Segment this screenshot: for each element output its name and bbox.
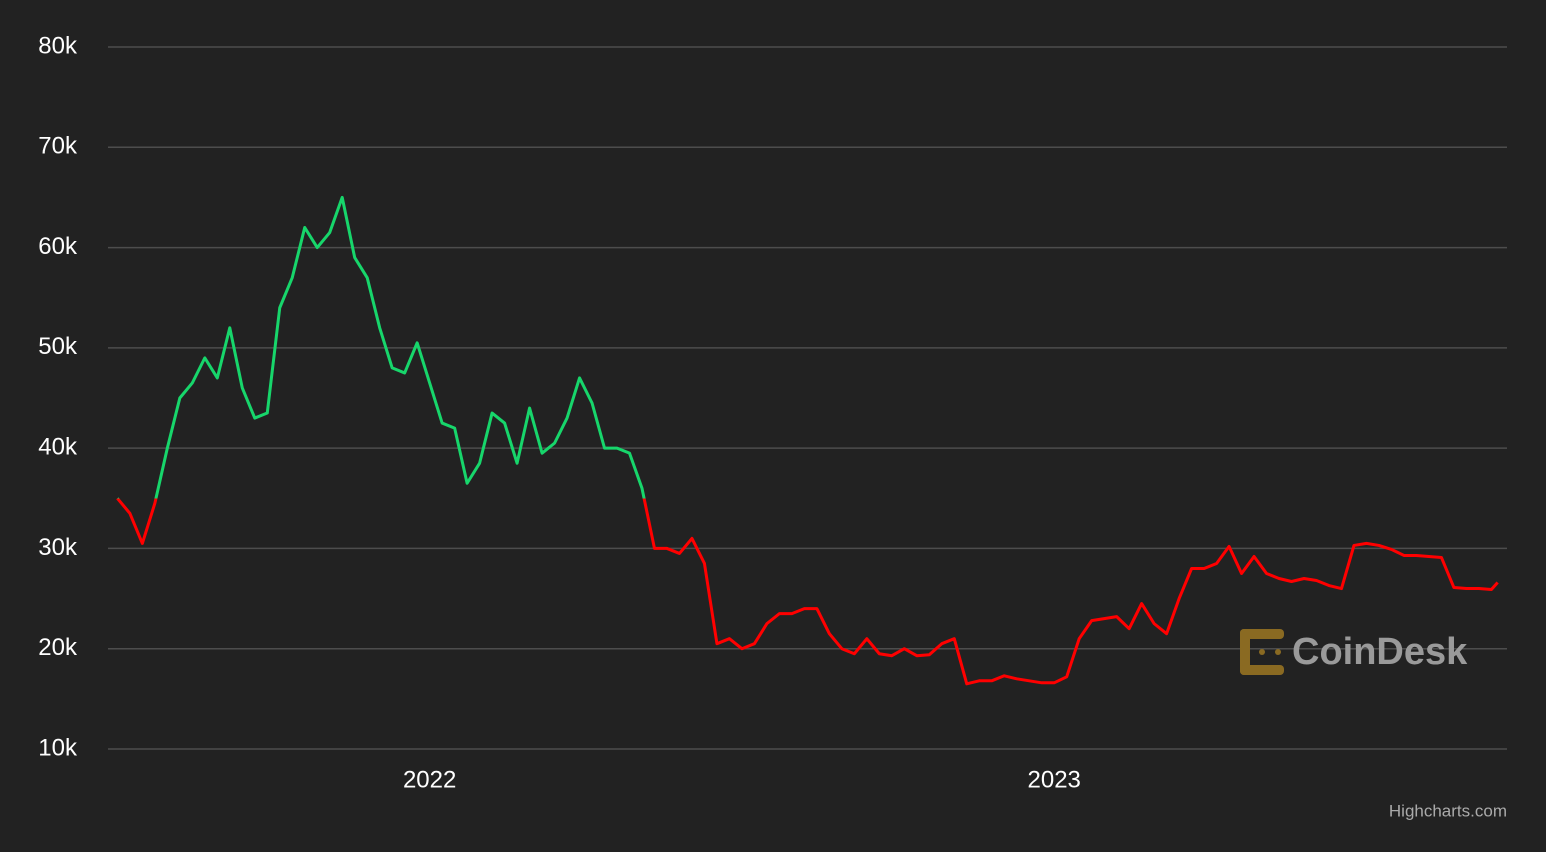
price-line [116,195,1499,686]
y-tick-label: 50k [38,333,78,360]
y-tick-label: 10k [38,734,78,761]
y-tick-label: 80k [38,32,78,59]
coindesk-logo [1240,629,1284,675]
y-tick-label: 60k [38,233,78,260]
y-tick-label: 70k [38,133,78,160]
y-tick-label: 40k [38,433,78,460]
x-tick-label: 2023 [1028,766,1081,793]
watermark: CoinDesk [1292,631,1468,673]
credits: Highcharts.com [1389,801,1507,820]
x-tick-label: 2022 [403,766,456,793]
y-tick-label: 20k [38,634,78,661]
y-tick-label: 30k [38,534,78,561]
